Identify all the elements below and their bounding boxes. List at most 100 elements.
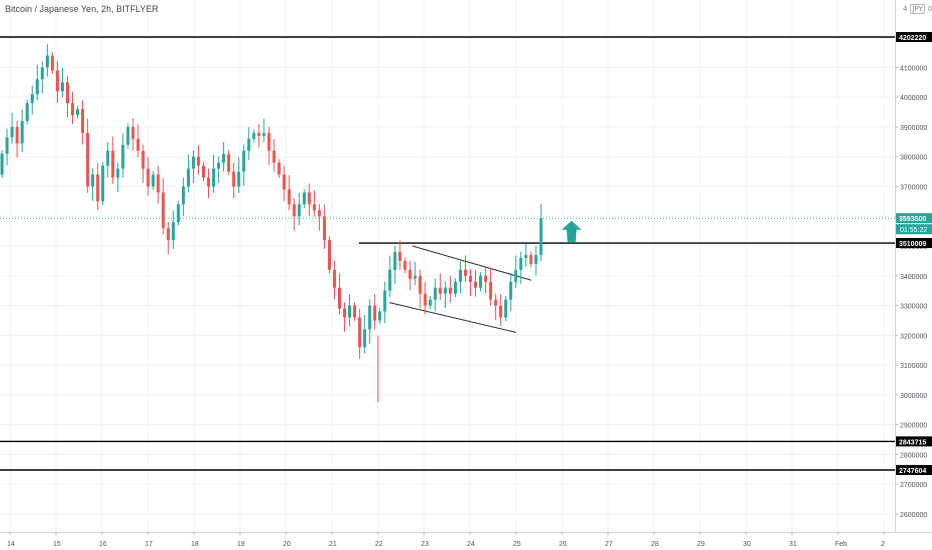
candle-down <box>207 177 211 187</box>
candle-down <box>196 156 200 166</box>
candle-up <box>35 79 39 95</box>
time-tick-label: 29 <box>697 541 705 548</box>
candle-up <box>504 299 508 318</box>
candle-down <box>232 171 236 187</box>
candle-up <box>106 150 110 166</box>
price-tick-label: 3900000 <box>900 125 927 132</box>
level-label: 2747604 <box>899 468 926 475</box>
candles <box>0 43 543 403</box>
time-tick-label: 21 <box>329 541 337 548</box>
countdown-label-bg <box>896 224 932 235</box>
candle-down <box>327 240 331 270</box>
up-arrow-annotation <box>561 220 582 243</box>
candle-up <box>30 94 34 104</box>
time-tick-label: 20 <box>283 541 291 548</box>
candle-up <box>171 222 175 241</box>
trendlines <box>389 245 532 333</box>
candle-up <box>222 153 226 163</box>
candle-up <box>181 186 185 205</box>
candle-down <box>322 216 326 241</box>
candle-up <box>237 171 241 187</box>
level-label-bg <box>896 465 932 475</box>
time-tick-label: 19 <box>237 541 245 548</box>
candle-down <box>166 228 170 241</box>
candle-down <box>96 174 100 202</box>
candle-up <box>413 275 417 279</box>
candle-down <box>131 126 135 139</box>
candle-down <box>111 150 115 178</box>
price-tick-label: 2900000 <box>900 423 927 430</box>
candle-down <box>146 168 150 187</box>
candle-up <box>121 144 125 169</box>
currency-button[interactable]: JPY <box>910 4 925 14</box>
candle-down <box>141 150 145 169</box>
candle-up <box>76 109 80 116</box>
candle-down <box>398 251 402 261</box>
time-tick-label: 26 <box>559 541 567 548</box>
candle-up <box>388 269 392 291</box>
candle-down <box>494 299 498 306</box>
time-tick-label: 25 <box>513 541 521 548</box>
candle-up <box>453 281 457 294</box>
candle-down <box>15 126 19 144</box>
chart-grid <box>0 0 895 532</box>
candle-up <box>247 138 251 151</box>
level-label-bg <box>896 436 932 447</box>
candle-down <box>161 192 165 229</box>
time-tick-label: 31 <box>789 541 797 548</box>
candle-down <box>484 275 488 282</box>
candle-up <box>5 137 9 154</box>
candle-up <box>40 67 44 80</box>
price-tick-label: 3300000 <box>900 304 927 311</box>
candle-up <box>428 299 432 306</box>
level-label: 2843715 <box>899 439 926 446</box>
candle-down <box>201 165 205 178</box>
scale-mode-icon[interactable]: 0 <box>927 5 932 13</box>
candle-up <box>514 269 518 282</box>
time-tick-label: 2 <box>881 541 885 548</box>
time-axis[interactable]: 14 15 16 17 18 19 20 21 22 23 24 25 26 27 28 29 30 31 Feb 2 <box>0 532 932 548</box>
candle-down <box>358 317 362 348</box>
candle-up <box>151 174 155 187</box>
candle-up <box>191 156 195 169</box>
time-tick-label: 14 <box>7 541 15 548</box>
candle-down <box>156 174 160 193</box>
candle-down <box>338 287 342 309</box>
price-tick-label: 3100000 <box>900 363 927 370</box>
up-arrow-icon <box>561 220 582 243</box>
candle-up <box>363 329 367 348</box>
candle-down <box>418 275 422 294</box>
candle-down <box>287 189 291 205</box>
candle-down <box>81 109 85 133</box>
candle-down <box>408 269 412 279</box>
level-labels: 4202220 3510009 2843715 2747604 3593500 01:55… <box>896 32 932 475</box>
candle-up <box>60 82 64 92</box>
candle-up <box>302 192 306 205</box>
level-label: 3510009 <box>899 241 926 248</box>
candle-up <box>524 254 528 258</box>
candle-up <box>383 290 387 312</box>
candle-down <box>403 260 407 270</box>
candle-down <box>136 138 140 151</box>
settings-icon[interactable]: 4 <box>903 5 908 13</box>
candle-up <box>348 305 352 318</box>
time-tick-label: 24 <box>467 541 475 548</box>
candle-up <box>539 218 543 255</box>
candle-down <box>267 132 271 151</box>
candle-up <box>116 168 120 178</box>
current-price-label: 3593500 <box>899 216 926 223</box>
candle-up <box>443 287 447 294</box>
time-tick-label: 27 <box>605 541 613 548</box>
candle-up <box>0 153 4 175</box>
trendline <box>389 302 517 333</box>
candle-down <box>50 55 54 71</box>
time-tick-label: 28 <box>651 541 659 548</box>
candle-up <box>479 275 483 288</box>
candle-up <box>212 168 216 187</box>
candle-up <box>217 162 221 169</box>
candle-down <box>312 204 316 211</box>
scale-controls[interactable]: 4 JPY 0 <box>903 4 932 14</box>
candle-down <box>277 162 281 175</box>
candle-up <box>20 121 24 144</box>
